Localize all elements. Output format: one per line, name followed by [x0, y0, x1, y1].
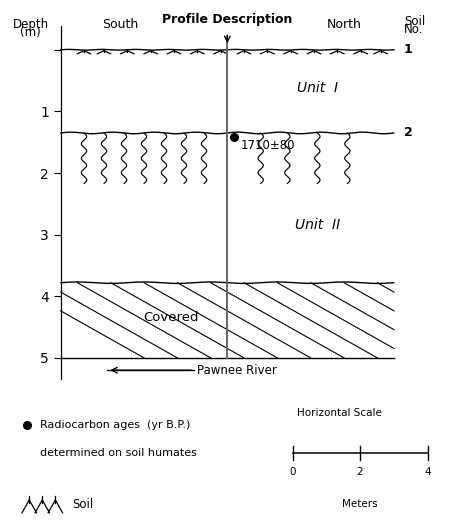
Text: 2: 2 — [404, 126, 413, 140]
Text: 1710±80: 1710±80 — [241, 139, 295, 152]
Text: Depth: Depth — [13, 18, 49, 31]
Text: 0: 0 — [289, 467, 296, 477]
Text: 4: 4 — [424, 467, 431, 477]
Text: South: South — [103, 18, 139, 31]
Text: determined on soil humates: determined on soil humates — [40, 448, 198, 458]
Text: Horizontal Scale: Horizontal Scale — [297, 408, 382, 418]
Text: Pawnee River: Pawnee River — [198, 364, 277, 377]
Text: Soil: Soil — [404, 15, 425, 28]
Text: North: North — [327, 18, 361, 31]
Text: Covered: Covered — [143, 311, 198, 324]
Text: No.: No. — [404, 23, 423, 36]
Text: Profile Description: Profile Description — [162, 13, 292, 26]
Text: 1: 1 — [404, 43, 413, 56]
Text: (m): (m) — [20, 26, 41, 38]
Text: 2: 2 — [357, 467, 363, 477]
Text: Unit  II: Unit II — [295, 218, 340, 232]
Text: Radiocarbon ages  (yr B.P.): Radiocarbon ages (yr B.P.) — [40, 419, 191, 430]
Text: Soil: Soil — [72, 497, 93, 511]
Text: Meters: Meters — [342, 499, 378, 509]
Text: Unit  I: Unit I — [297, 81, 338, 95]
